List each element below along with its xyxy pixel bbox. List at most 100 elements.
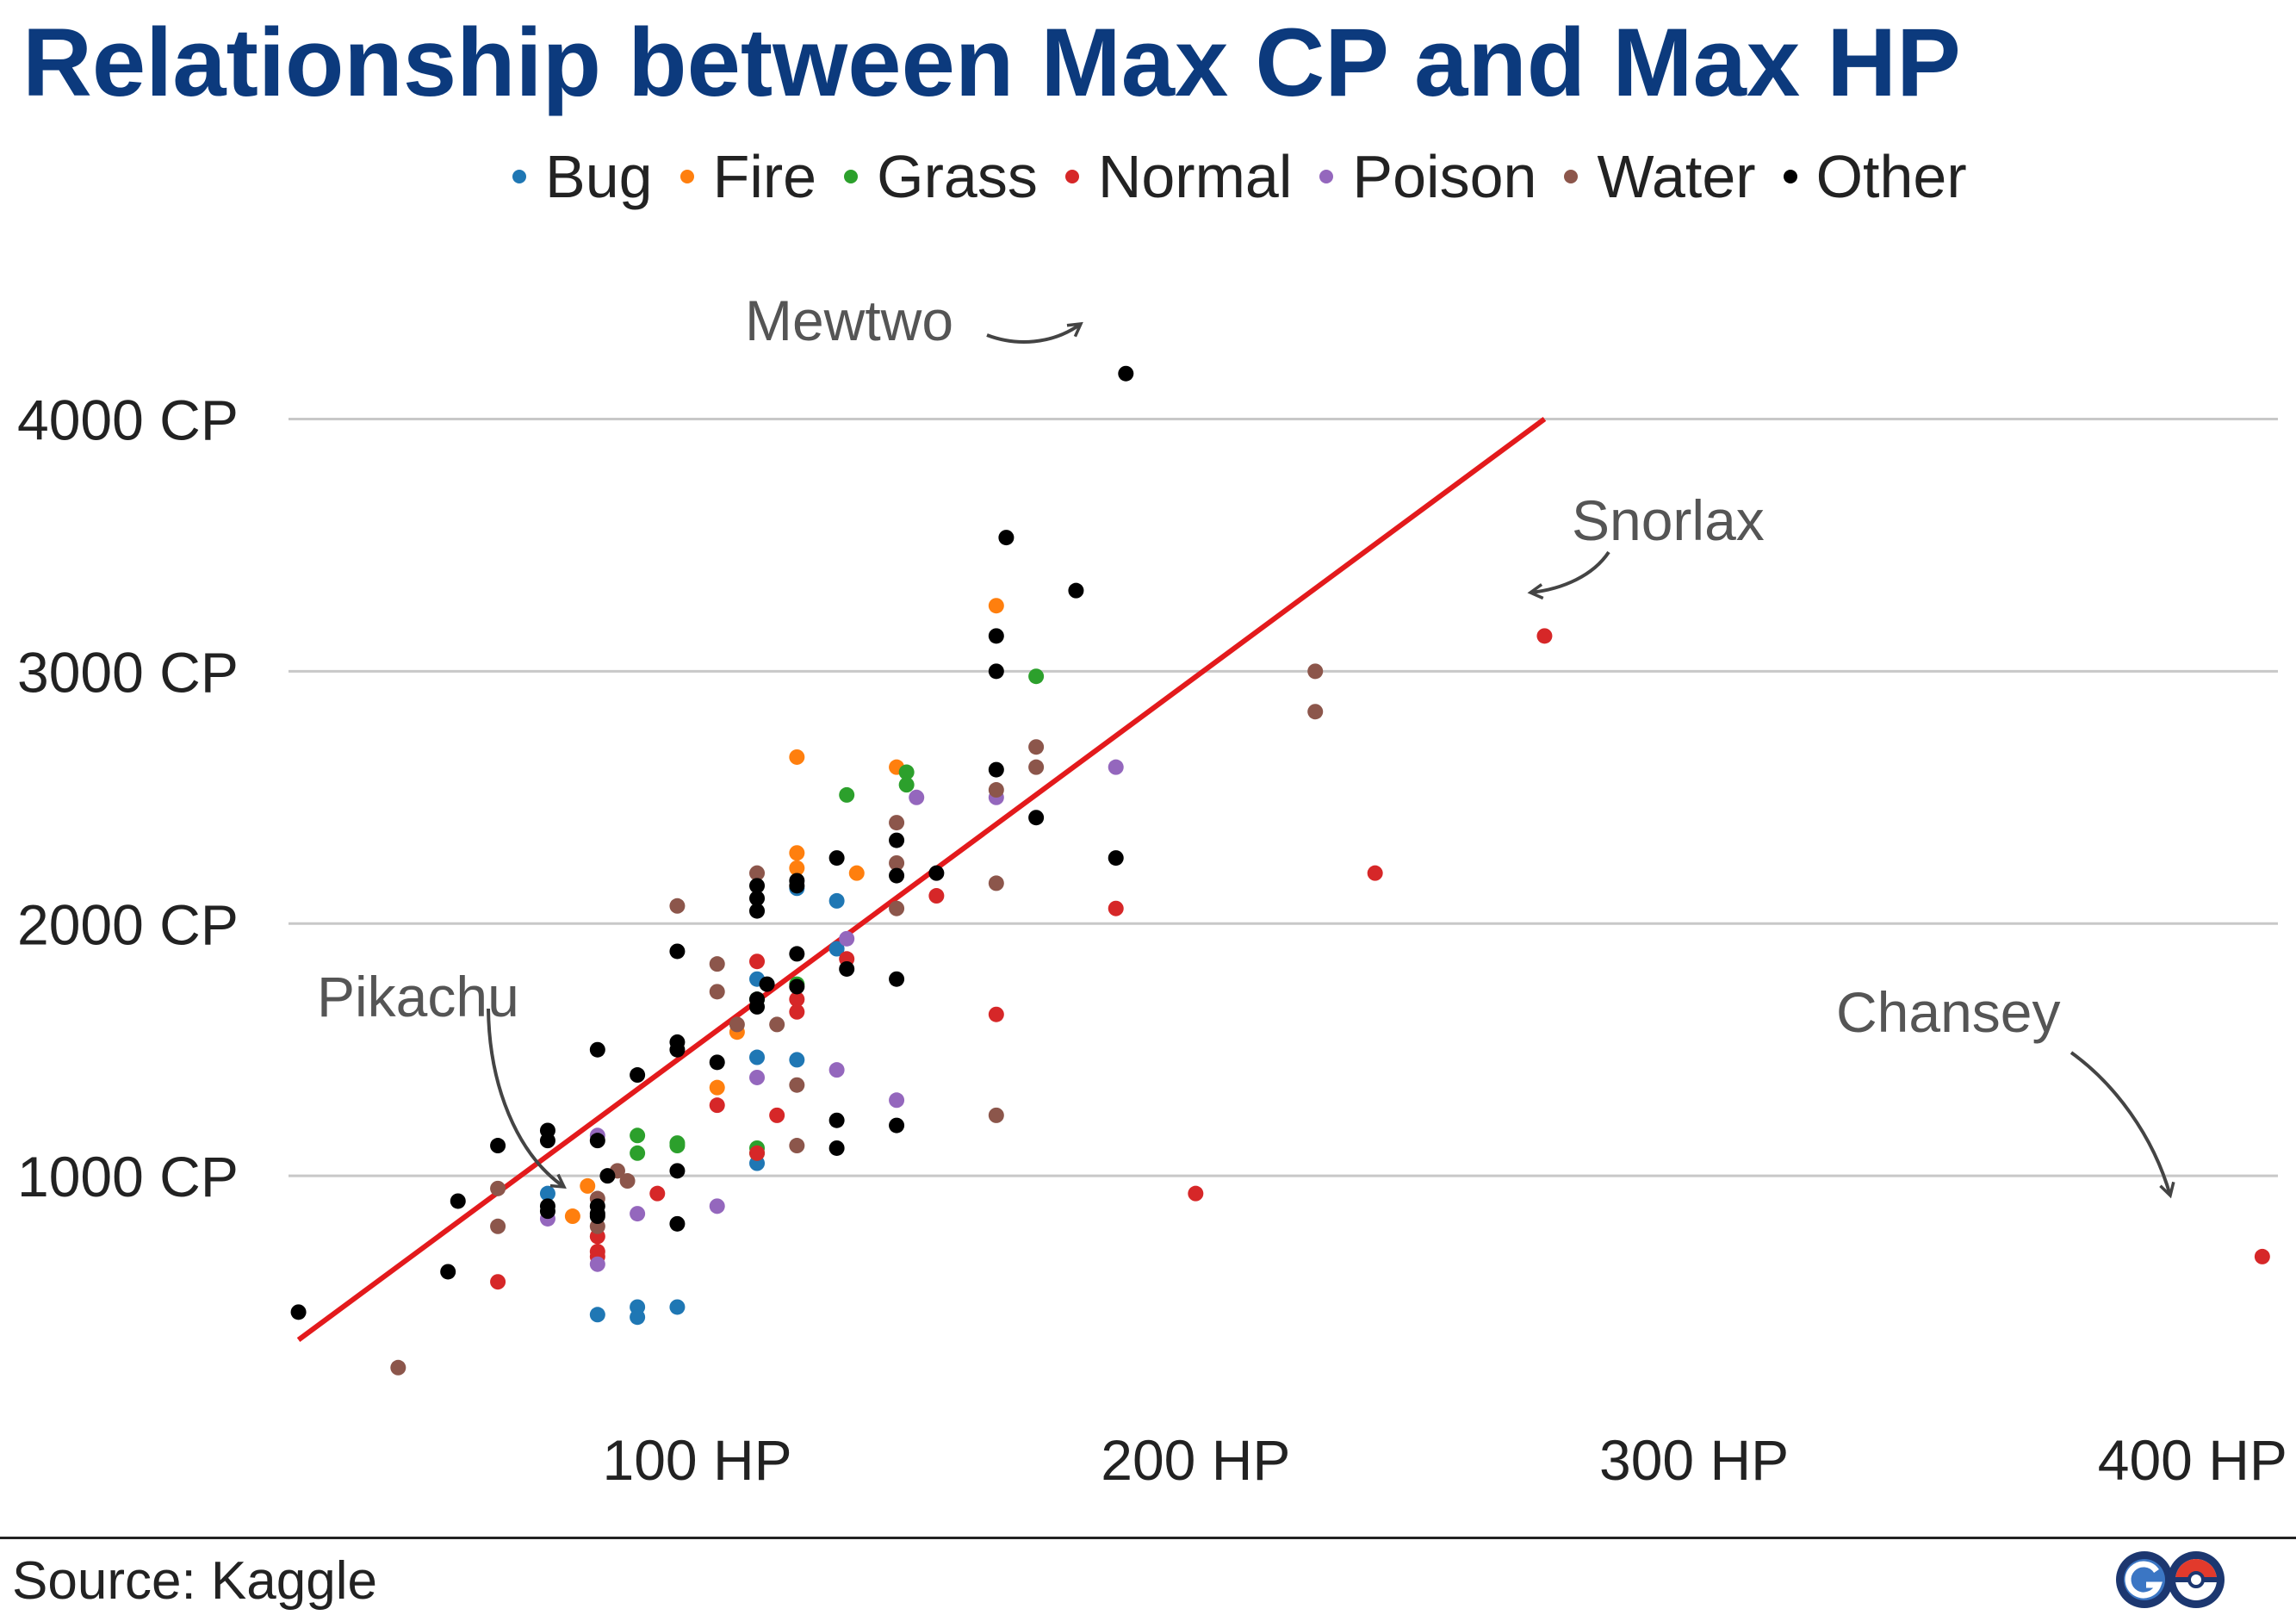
legend-label: Bug <box>545 143 653 210</box>
other-point <box>709 1054 725 1071</box>
bug-point <box>669 1299 686 1315</box>
other-point <box>988 663 1004 680</box>
legend-item-grass: Grass <box>844 142 1038 211</box>
bug-point <box>589 1307 605 1323</box>
fire-point <box>564 1208 580 1225</box>
water-point <box>988 875 1004 891</box>
chart-legend: Bug Fire Grass Normal Poison Water Other <box>512 138 1995 215</box>
other-point <box>889 867 905 884</box>
poison-point <box>749 1069 766 1085</box>
annotation-label: Mewtwo <box>745 289 953 352</box>
other-point <box>889 832 905 848</box>
normal-point <box>2254 1248 2270 1264</box>
poison-point <box>839 930 855 947</box>
other-point <box>828 850 845 867</box>
legend-swatch <box>1064 170 1079 183</box>
fire-point <box>988 598 1004 614</box>
mewtwo-arrow <box>986 321 1083 344</box>
other-point <box>988 761 1004 778</box>
other-point <box>450 1193 466 1209</box>
x-tick-label: 200 HP <box>1101 1428 1290 1492</box>
x-tick-label: 300 HP <box>1599 1428 1789 1492</box>
normal-point <box>928 888 945 904</box>
x-tick-label: 400 HP <box>2098 1428 2287 1492</box>
other-point <box>749 890 766 906</box>
poison-point <box>630 1206 646 1222</box>
water-point <box>889 854 905 871</box>
water-point <box>988 782 1004 798</box>
bug-point <box>789 1052 805 1068</box>
normal-point <box>749 1145 766 1161</box>
other-point <box>599 1168 616 1184</box>
legend-item-water: Water <box>1564 142 1756 211</box>
normal-point <box>1108 900 1124 916</box>
legend-swatch <box>512 170 526 183</box>
y-tick-label: 4000 CP <box>17 388 239 451</box>
legend-item-other: Other <box>1783 142 1967 211</box>
other-point <box>290 1304 307 1320</box>
water-point <box>769 1016 785 1033</box>
water-point <box>1307 704 1324 720</box>
other-point <box>998 530 1015 546</box>
chart-title: Relationship between Max CP and Max HP <box>22 9 1961 116</box>
other-point <box>669 1041 686 1058</box>
other-point <box>539 1133 555 1149</box>
other-point <box>789 978 805 995</box>
other-point <box>839 960 855 977</box>
other-point <box>749 903 766 919</box>
grass-point <box>898 777 915 793</box>
legend-item-poison: Poison <box>1319 142 1536 211</box>
legend-swatch <box>679 170 694 183</box>
poison-point <box>1108 759 1124 775</box>
water-point <box>669 898 686 914</box>
normal-point <box>988 1006 1004 1022</box>
water-point <box>749 865 766 881</box>
other-point <box>1068 582 1084 599</box>
legend-label: Poison <box>1352 143 1537 210</box>
water-point <box>490 1218 506 1234</box>
water-point <box>889 815 905 831</box>
other-point <box>749 878 766 894</box>
other-point <box>889 971 905 987</box>
pikachu-arrow <box>487 1008 567 1190</box>
bug-point <box>828 941 845 957</box>
legend-label: Normal <box>1097 143 1293 210</box>
grass-point <box>1028 668 1045 685</box>
other-point <box>1028 810 1045 826</box>
normal-point <box>789 1003 805 1020</box>
annotation-label: Chansey <box>1836 980 2061 1044</box>
water-point <box>709 956 725 972</box>
grass-point <box>839 786 855 803</box>
bug-point <box>539 1185 555 1202</box>
legend-swatch <box>844 170 859 183</box>
grass-point <box>898 764 915 780</box>
legend-label: Other <box>1815 143 1967 210</box>
water-point <box>1028 739 1045 755</box>
water-point <box>1307 663 1324 680</box>
source-note: Source: Kaggle <box>12 1551 377 1611</box>
other-point <box>988 628 1004 644</box>
other-point <box>889 1117 905 1134</box>
water-point <box>709 984 725 1000</box>
normal-point <box>789 991 805 1008</box>
fire-point <box>789 748 805 765</box>
other-point <box>589 1208 605 1225</box>
other-point <box>440 1264 456 1280</box>
water-point <box>619 1173 636 1190</box>
normal-point <box>649 1185 666 1202</box>
other-point <box>669 1163 686 1179</box>
fire-point <box>848 865 865 881</box>
chansey-arrow <box>2070 1051 2175 1199</box>
bug-point <box>828 892 845 909</box>
water-point <box>1028 759 1045 775</box>
trend-line <box>296 417 1547 1342</box>
normal-point <box>1188 1185 1204 1202</box>
other-point <box>589 1041 605 1058</box>
fire-point <box>789 860 805 876</box>
legend-swatch <box>1783 170 1797 183</box>
pokemon-go-logo-icon <box>2116 1551 2225 1608</box>
other-point <box>539 1203 555 1220</box>
other-point <box>789 878 805 894</box>
other-point <box>828 1140 845 1156</box>
water-point <box>390 1359 406 1376</box>
